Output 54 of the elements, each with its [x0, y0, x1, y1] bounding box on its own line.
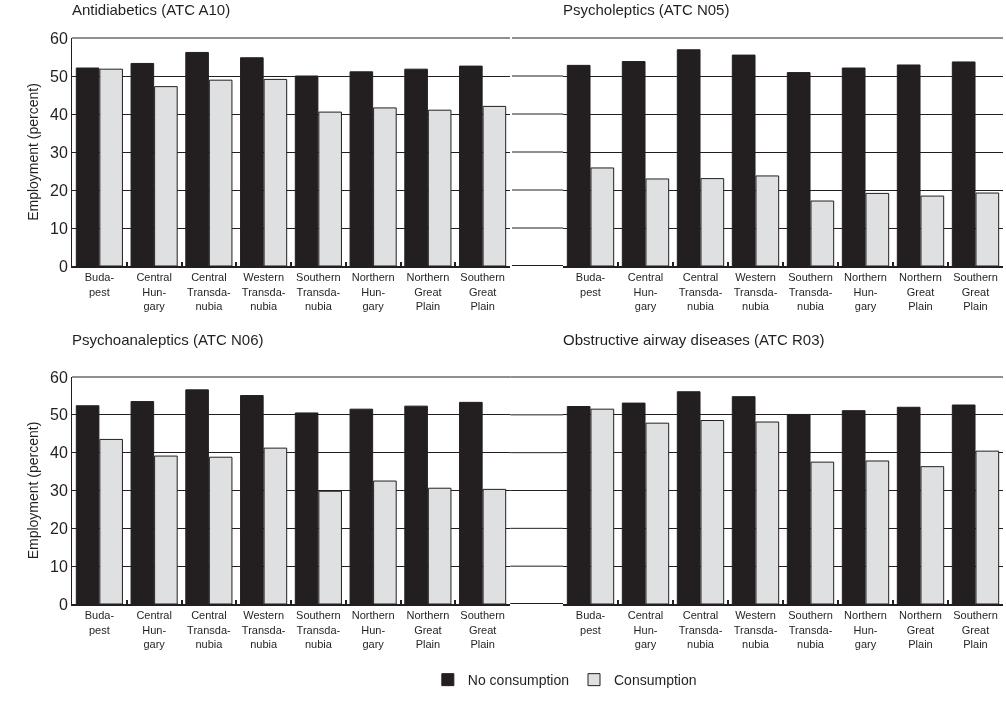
chart-title: Psychoanaleptics (ATC N06) — [72, 330, 264, 348]
x-tick-label: Northern Great Plain — [406, 271, 450, 312]
x-tick-label: Central Transda- nubia — [678, 271, 723, 312]
y-axis-title: Employment (percent) — [24, 83, 41, 221]
x-tick-label: Central Hun- gary — [136, 271, 172, 312]
y-tick-label: 30 — [50, 482, 68, 500]
y-tick-label: 60 — [50, 29, 68, 47]
y-tick-label: 0 — [58, 595, 68, 613]
x-tick-label: Central Transda- nubia — [187, 609, 232, 650]
x-tick-label: Buda- pest — [84, 271, 115, 298]
y-tick-label: 10 — [50, 557, 68, 575]
x-tick-label: Central Hun- gary — [627, 271, 664, 312]
x-tick-label: Western Transda- nubia — [241, 609, 286, 650]
y-tick-label: 10 — [50, 219, 68, 237]
legend-label: No consumption — [467, 672, 569, 689]
x-tick-label: Western Transda- nubia — [733, 271, 778, 312]
x-tick-label: Southern Transda- nubia — [788, 271, 833, 312]
x-tick-label: Western Transda- nubia — [733, 609, 778, 650]
x-tick-label: Central Hun- gary — [136, 609, 172, 650]
x-tick-label: Western Transda- nubia — [241, 271, 286, 312]
x-tick-label: Southern Great Plain — [460, 609, 505, 650]
x-tick-label: Northern Hun- gary — [844, 271, 887, 312]
y-tick-label: 40 — [50, 105, 68, 123]
x-tick-label: Central Hun- gary — [627, 609, 664, 650]
y-tick-label: 50 — [50, 406, 68, 424]
chart-title: Psycholeptics (ATC N05) — [563, 0, 730, 18]
x-tick-label: Northern Hun- gary — [351, 609, 395, 650]
x-tick-label: Central Transda- nubia — [678, 609, 723, 650]
y-tick-label: 40 — [50, 444, 68, 462]
x-tick-label: Northern Great Plain — [899, 271, 942, 312]
x-tick-label: Southern Transda- nubia — [788, 609, 833, 650]
x-tick-label: Buda- pest — [575, 271, 606, 298]
x-tick-label: Southern Great Plain — [460, 271, 505, 312]
x-tick-label: Northern Great Plain — [406, 609, 450, 650]
x-tick-label: Southern Transda- nubia — [296, 609, 341, 650]
legend-label: Consumption — [614, 672, 697, 689]
y-tick-label: 60 — [50, 368, 68, 386]
y-tick-label: 30 — [50, 143, 68, 161]
x-tick-label: Buda- pest — [575, 609, 606, 636]
y-tick-label: 50 — [50, 67, 68, 85]
y-tick-label: 20 — [50, 519, 68, 537]
y-tick-label: 0 — [58, 257, 68, 275]
chart-title: Obstructive airway diseases (ATC R03) — [563, 330, 825, 348]
chart-title: Antidiabetics (ATC A10) — [72, 0, 231, 18]
y-tick-label: 20 — [50, 181, 68, 199]
x-tick-label: Buda- pest — [84, 609, 115, 636]
x-tick-label: Central Transda- nubia — [187, 271, 232, 312]
y-axis-title: Employment (percent) — [24, 421, 41, 560]
x-tick-label: Northern Great Plain — [899, 609, 942, 650]
x-tick-label: Northern Hun- gary — [844, 609, 887, 650]
x-tick-label: Southern Great Plain — [953, 271, 998, 312]
x-tick-label: Southern Transda- nubia — [296, 271, 341, 312]
x-tick-label: Northern Hun- gary — [351, 271, 395, 312]
x-tick-label: Southern Great Plain — [953, 609, 998, 650]
